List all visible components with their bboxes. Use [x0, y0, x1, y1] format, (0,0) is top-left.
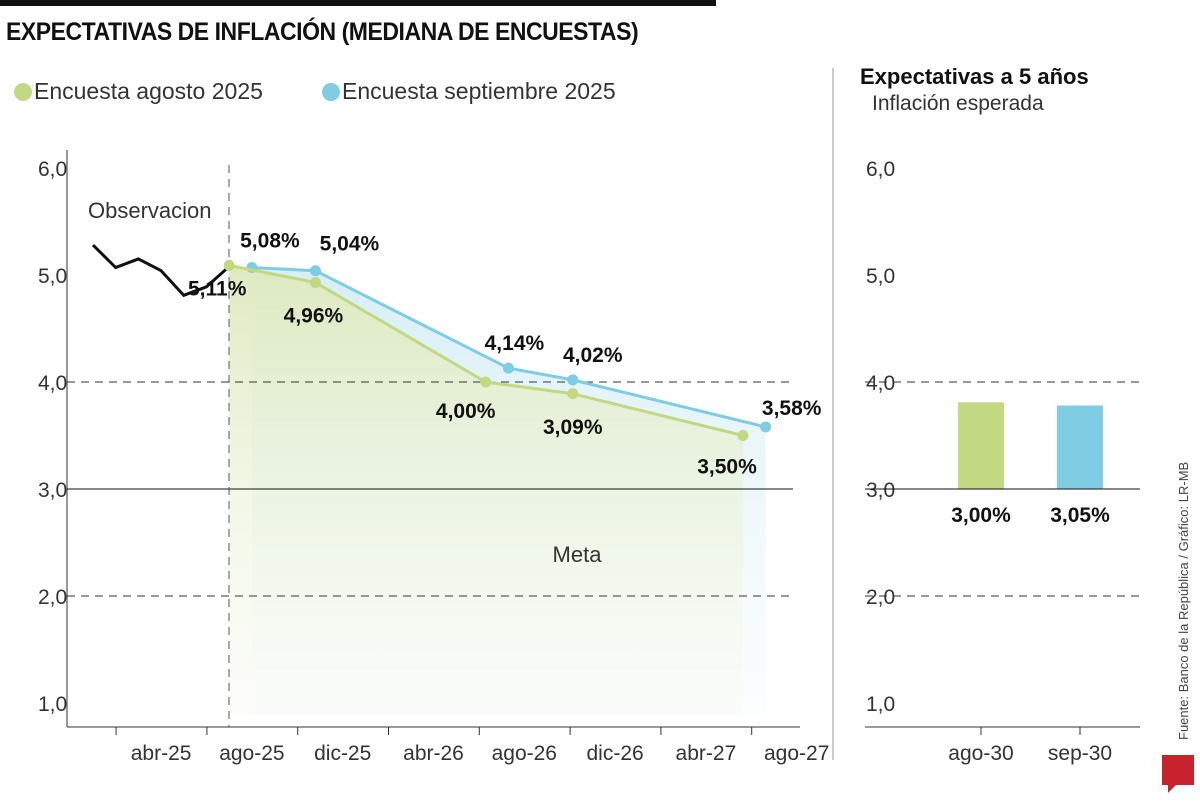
lr-logo [1162, 755, 1194, 793]
y-tick-label-right: 6,0 [866, 158, 895, 181]
right-panel-subtitle: Inflación esperada [872, 92, 1044, 115]
legend-item-agosto: Encuesta agosto 2025 [14, 78, 263, 105]
y-tick-label: 4,0 [38, 372, 67, 395]
legend-item-septiembre: Encuesta septiembre 2025 [322, 78, 616, 105]
x-tick-label: ago-25 [219, 742, 284, 765]
y-tick-label-right: 4,0 [866, 372, 895, 395]
data-point [567, 374, 579, 386]
bar-label: 3,00% [951, 504, 1011, 527]
y-tick-label-right: 5,0 [866, 265, 895, 288]
x-tick-label: abr-27 [676, 742, 737, 765]
data-point [480, 376, 492, 388]
legend-label: Encuesta septiembre 2025 [342, 78, 616, 104]
data-label: 4,14% [485, 332, 545, 355]
x-tick-label: abr-25 [131, 742, 192, 765]
y-tick-label-right: 3,0 [866, 479, 895, 502]
x-tick-label: dic-25 [314, 742, 371, 765]
data-label: 3,58% [762, 397, 822, 420]
data-point [223, 259, 235, 271]
bar-label: 3,05% [1050, 504, 1110, 527]
data-label: 4,00% [436, 400, 496, 423]
meta-label: Meta [553, 542, 603, 567]
data-point [309, 265, 321, 277]
data-point [760, 421, 772, 433]
data-label: 4,96% [284, 304, 344, 327]
bar-ago-30 [958, 402, 1004, 489]
right-panel-title: Expectativas a 5 años [860, 64, 1089, 89]
y-tick-label: 3,0 [38, 479, 67, 502]
bar-sep-30 [1057, 405, 1103, 489]
x-tick-label: ago-26 [492, 742, 557, 765]
data-point [309, 276, 321, 288]
x-tick-label-right: sep-30 [1048, 742, 1112, 765]
x-tick-label-right: ago-30 [948, 742, 1013, 765]
y-tick-label-right: 1,0 [866, 693, 895, 716]
chart-title: EXPECTATIVAS DE INFLACIÓN (MEDIANA DE EN… [6, 18, 639, 46]
data-point [737, 430, 749, 441]
data-label: 5,04% [320, 233, 380, 256]
y-tick-label: 2,0 [38, 586, 67, 609]
x-tick-label: abr-26 [403, 742, 464, 765]
observation-label: Observacion [88, 198, 212, 223]
data-label: 3,09% [543, 416, 603, 439]
y-tick-label: 5,0 [38, 265, 67, 288]
data-point [502, 362, 514, 374]
data-label: 5,08% [240, 230, 300, 253]
x-tick-label: dic-26 [586, 742, 643, 765]
x-tick-label: ago-27 [764, 742, 829, 765]
data-label: 3,50% [697, 456, 757, 479]
legend-swatch [322, 82, 340, 101]
area-agosto [229, 265, 743, 715]
data-label: 5,11% [188, 277, 247, 300]
data-point [567, 388, 579, 400]
data-label: 4,02% [563, 344, 623, 367]
y-tick-label: 1,0 [38, 693, 67, 716]
y-tick-label-right: 2,0 [866, 586, 895, 609]
legend-label: Encuesta agosto 2025 [34, 78, 263, 104]
top-rule [0, 0, 716, 6]
y-tick-label: 6,0 [38, 158, 67, 181]
legend-swatch [14, 82, 32, 101]
observation-line [91, 243, 231, 298]
